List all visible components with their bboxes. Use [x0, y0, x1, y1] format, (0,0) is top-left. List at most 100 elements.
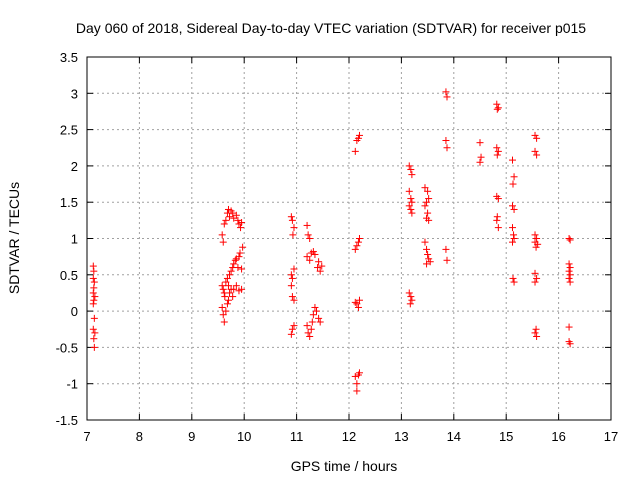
data-point-plus: [423, 245, 431, 253]
data-point-plus: [220, 318, 228, 326]
data-point-plus: [493, 151, 501, 159]
data-point-plus: [405, 202, 413, 210]
y-tick-label: -1: [66, 377, 78, 392]
x-tick-label: 17: [604, 429, 618, 444]
data-point-plus: [304, 329, 312, 337]
data-point-plus: [531, 131, 539, 139]
data-point-plus: [89, 289, 97, 297]
data-point-plus: [493, 100, 501, 108]
data-point-plus: [313, 307, 321, 315]
data-point-plus: [236, 249, 244, 257]
data-point-plus: [91, 293, 99, 301]
data-point-plus: [90, 278, 98, 286]
data-point-plus: [219, 285, 227, 293]
data-point-plus: [443, 93, 451, 101]
data-point-plus: [232, 282, 240, 290]
data-point-plus: [355, 235, 363, 242]
data-point-plus: [533, 235, 541, 242]
data-point-plus: [290, 322, 298, 330]
data-point-plus: [508, 238, 516, 246]
data-point-plus: [531, 329, 539, 337]
data-point-plus: [238, 285, 246, 293]
x-tick-label: 7: [83, 429, 90, 444]
data-point-plus: [308, 318, 316, 326]
data-point-plus: [531, 269, 539, 277]
data-point-plus: [442, 245, 450, 253]
data-point-plus: [90, 284, 98, 292]
data-point-plus: [221, 293, 229, 301]
x-tick-label: 8: [136, 429, 143, 444]
data-point-plus: [231, 256, 239, 264]
data-point-plus: [408, 296, 416, 304]
data-point-plus: [91, 329, 99, 337]
data-point-plus: [476, 158, 484, 166]
data-point-plus: [534, 240, 542, 248]
data-point-plus: [235, 253, 243, 261]
data-point-plus: [425, 216, 433, 224]
data-point-plus: [90, 267, 98, 275]
x-tick-label: 13: [394, 429, 408, 444]
data-point-plus: [565, 274, 573, 282]
data-point-plus: [425, 195, 433, 203]
x-tick-label: 16: [551, 429, 565, 444]
data-point-plus: [531, 147, 539, 155]
data-point-plus: [287, 213, 295, 221]
data-point-plus: [287, 282, 295, 290]
x-tick-label: 11: [290, 429, 304, 444]
data-point-plus: [408, 209, 416, 217]
grid: [87, 57, 611, 420]
data-point-plus: [407, 195, 415, 203]
data-point-plus: [566, 271, 574, 279]
y-tick-label: 1: [71, 232, 78, 247]
data-point-plus: [89, 325, 97, 333]
data-point-plus: [425, 255, 433, 263]
data-point-plus: [477, 153, 485, 161]
data-point-plus: [508, 224, 516, 232]
data-point-plus: [421, 184, 429, 192]
data-point-plus: [443, 144, 451, 152]
data-point-plus: [405, 289, 413, 297]
data-point-plus: [565, 323, 573, 331]
data-point-plus: [565, 260, 573, 268]
data-point-plus: [238, 219, 246, 227]
y-tick-label: 1.5: [60, 195, 78, 210]
data-point-plus: [303, 221, 311, 229]
data-point-plus: [565, 267, 573, 275]
data-point-plus: [224, 296, 232, 304]
data-point-plus: [315, 314, 323, 322]
data-point-plus: [219, 311, 227, 319]
data-point-plus: [351, 372, 359, 380]
data-point-plus: [532, 243, 540, 251]
axis-ticks: 7 8 9 10 11 12 13 14 15 16 17 -1.5 -1 -0.5 0 0.5 1 1.5 2 2.…: [56, 50, 619, 444]
data-point-plus: [223, 300, 231, 308]
data-point-plus: [407, 166, 415, 174]
data-point-plus: [226, 213, 234, 221]
data-points: [89, 88, 574, 395]
data-point-plus: [566, 236, 574, 244]
y-tick-label: 0.5: [60, 268, 78, 283]
data-point-plus: [306, 235, 314, 242]
data-point-plus: [318, 262, 326, 270]
data-point-plus: [309, 311, 317, 319]
data-point-plus: [89, 300, 97, 308]
data-point-plus: [288, 293, 296, 301]
data-point-plus: [290, 224, 298, 232]
y-tick-label: 3.5: [60, 50, 78, 65]
data-point-plus: [493, 105, 501, 113]
data-point-plus: [494, 104, 502, 112]
data-point-plus: [510, 205, 518, 213]
data-point-plus: [405, 162, 413, 170]
data-point-plus: [239, 243, 247, 251]
data-point-plus: [354, 303, 362, 311]
data-point-plus: [287, 271, 295, 279]
y-tick-label: 0: [71, 304, 78, 319]
data-point-plus: [510, 173, 518, 181]
data-point-plus: [90, 343, 98, 351]
data-point-plus: [442, 88, 450, 96]
data-point-plus: [355, 131, 363, 139]
data-point-plus: [533, 274, 541, 282]
data-point-plus: [354, 238, 362, 246]
x-axis-label: GPS time / hours: [291, 458, 398, 474]
data-point-plus: [493, 216, 501, 224]
